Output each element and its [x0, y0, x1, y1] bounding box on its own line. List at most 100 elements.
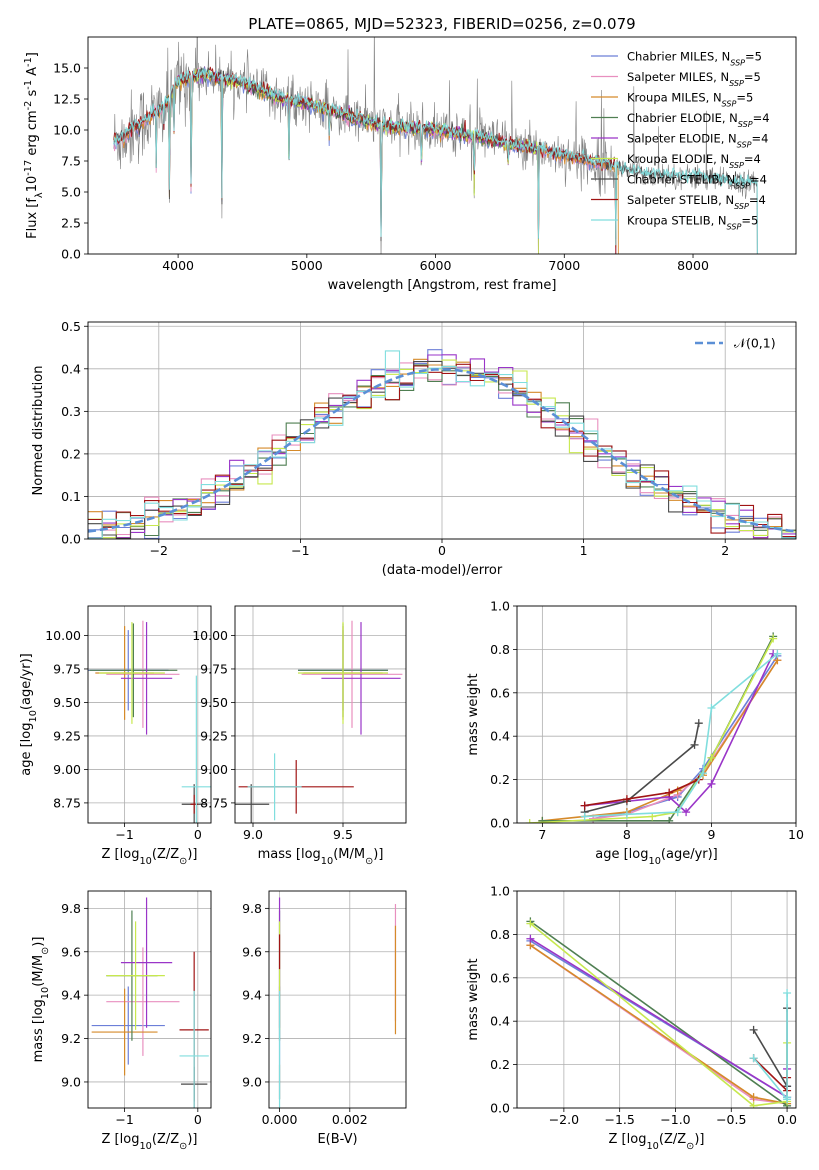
errorbar-point — [89, 623, 178, 718]
y-tick-label: 5.0 — [61, 185, 81, 200]
data-point-marker — [699, 769, 707, 778]
axes-frame — [234, 605, 407, 824]
plot-area — [525, 632, 782, 823]
y-tick-label: 9.25 — [53, 728, 81, 743]
axes-frame — [268, 890, 407, 1109]
errorbar-point — [179, 990, 209, 1108]
x-tick-label: 0.002 — [332, 1112, 368, 1127]
data-point-marker — [749, 1093, 758, 1102]
x-tick-label: 9 — [707, 827, 715, 842]
legend-label: Chabrier MILES, NSSP=5 — [627, 50, 762, 68]
x-tick-label: 8 — [623, 827, 631, 842]
y-axis-label: Flux [fλ10-17 erg cm-2 s-1 A-1] — [23, 52, 45, 239]
y-tick-label: 0.8 — [490, 642, 510, 657]
y-tick-label: 15.0 — [53, 61, 81, 76]
y-tick-label: 0.2 — [490, 772, 510, 787]
x-tick-label: 5000 — [291, 258, 323, 273]
series-line — [529, 944, 788, 1105]
y-tick-label: 10.0 — [53, 123, 81, 138]
plot-area — [278, 897, 397, 1108]
x-axis-label: wavelength [Angstrom, rest frame] — [328, 278, 557, 293]
y-tick-label: 1.0 — [490, 599, 510, 614]
series-line — [584, 723, 700, 813]
axes-residuals: −2 −1 0 1 2 0.0 0.1 0.2 0.3 0.4 0.5 (data-model)/er… — [31, 319, 797, 578]
series-line — [542, 659, 779, 822]
legend-label: Salpeter STELIB, NSSP=4 — [627, 193, 766, 211]
series-kroupa-stelib — [580, 649, 782, 821]
x-axis-label: mass [log10(M/M⊙)] — [258, 847, 384, 867]
plot-area — [526, 917, 792, 1108]
y-tick-label: 9.00 — [53, 762, 81, 777]
series-line — [529, 944, 788, 1105]
errorbar-point — [120, 897, 173, 1028]
errorbar-point — [235, 784, 270, 823]
series-kroupa-miles — [538, 656, 782, 823]
y-tick-label: 9.75 — [53, 661, 81, 676]
data-point-marker — [769, 634, 778, 643]
y-tick-label: 9.75 — [200, 661, 228, 676]
x-axis-label: age [log10(age/yr)] — [595, 847, 718, 867]
y-tick-label: 0.6 — [490, 970, 510, 985]
data-point-marker — [783, 988, 792, 997]
axes-age_vs_mass: 9.0 9.5 8.75 9.00 9.25 9.50 9.75 10.00 mass [log… — [192, 605, 407, 867]
data-point-marker — [622, 795, 631, 804]
y-tick-label: 8.75 — [53, 795, 81, 810]
errorbar-point — [301, 620, 403, 728]
legend-label: 𝒩(0,1) — [734, 336, 776, 351]
data-point-marker — [538, 816, 547, 823]
y-tick-label: 7.5 — [61, 154, 81, 169]
y-tick-label: 9.50 — [200, 695, 228, 710]
errorbar-point — [298, 622, 388, 724]
y-tick-label: 0.4 — [61, 361, 81, 376]
data-point-marker — [749, 1101, 758, 1108]
errorbar-point — [106, 921, 165, 1030]
y-tick-label: 0.2 — [490, 1057, 510, 1072]
y-axis-label: mass weight — [466, 958, 481, 1040]
errorbar-point — [91, 986, 165, 1065]
series-kroupa-elodie — [526, 919, 792, 1108]
y-tick-label: 9.2 — [61, 1031, 81, 1046]
x-tick-label: −2.0 — [549, 1112, 579, 1127]
x-tick-label: 9.0 — [243, 827, 263, 842]
errorbar-point — [91, 988, 158, 1076]
plot-area — [113, 37, 758, 254]
plot-area — [91, 897, 209, 1108]
x-tick-label: 2 — [721, 543, 729, 558]
errorbar-point — [181, 675, 211, 823]
axes-frame — [87, 890, 212, 1109]
x-tick-label: −1.5 — [604, 1112, 634, 1127]
y-tick-label: 0.4 — [490, 729, 510, 744]
x-axis-label: E(B-V) — [317, 1132, 357, 1147]
plot-area — [88, 620, 211, 823]
x-axis-label: Z [log10(Z/Z⊙)] — [102, 847, 198, 867]
x-tick-label: 4000 — [162, 258, 194, 273]
y-axis-label: Normed distribution — [31, 366, 46, 496]
errorbar-point — [98, 622, 165, 724]
x-tick-label: 0 — [438, 543, 446, 558]
y-tick-label: 9.2 — [242, 1031, 262, 1046]
data-point-marker — [783, 1093, 792, 1102]
series-line — [584, 778, 700, 807]
y-tick-label: 9.0 — [242, 1074, 262, 1089]
y-tick-label: 9.4 — [242, 988, 262, 1003]
x-tick-label: 0.0 — [777, 1112, 797, 1127]
histogram-step — [88, 362, 796, 539]
data-point-marker — [749, 1054, 758, 1063]
y-tick-label: 9.50 — [53, 695, 81, 710]
legend-label: Chabrier ELODIE, NSSP=4 — [627, 111, 770, 129]
y-tick-label: 9.8 — [242, 901, 262, 916]
x-tick-label: 9.5 — [333, 827, 353, 842]
y-tick-label: 9.25 — [200, 728, 228, 743]
series-line — [529, 920, 788, 1107]
y-tick-label: 8.75 — [200, 795, 228, 810]
y-tick-label: 0.5 — [61, 319, 81, 334]
legend-label: Salpeter ELODIE, NSSP=4 — [627, 132, 768, 150]
errorbar-point — [106, 620, 180, 728]
histogram-step — [88, 354, 796, 539]
figure-title: PLATE=0865, MJD=52323, FIBERID=0256, z=0… — [248, 15, 635, 33]
normal-curve — [88, 367, 796, 533]
x-tick-label: 7 — [538, 827, 546, 842]
data-point-marker — [526, 934, 535, 943]
x-axis-label: Z [log10(Z/Z⊙)] — [102, 1132, 198, 1152]
x-tick-label: 0 — [194, 827, 202, 842]
